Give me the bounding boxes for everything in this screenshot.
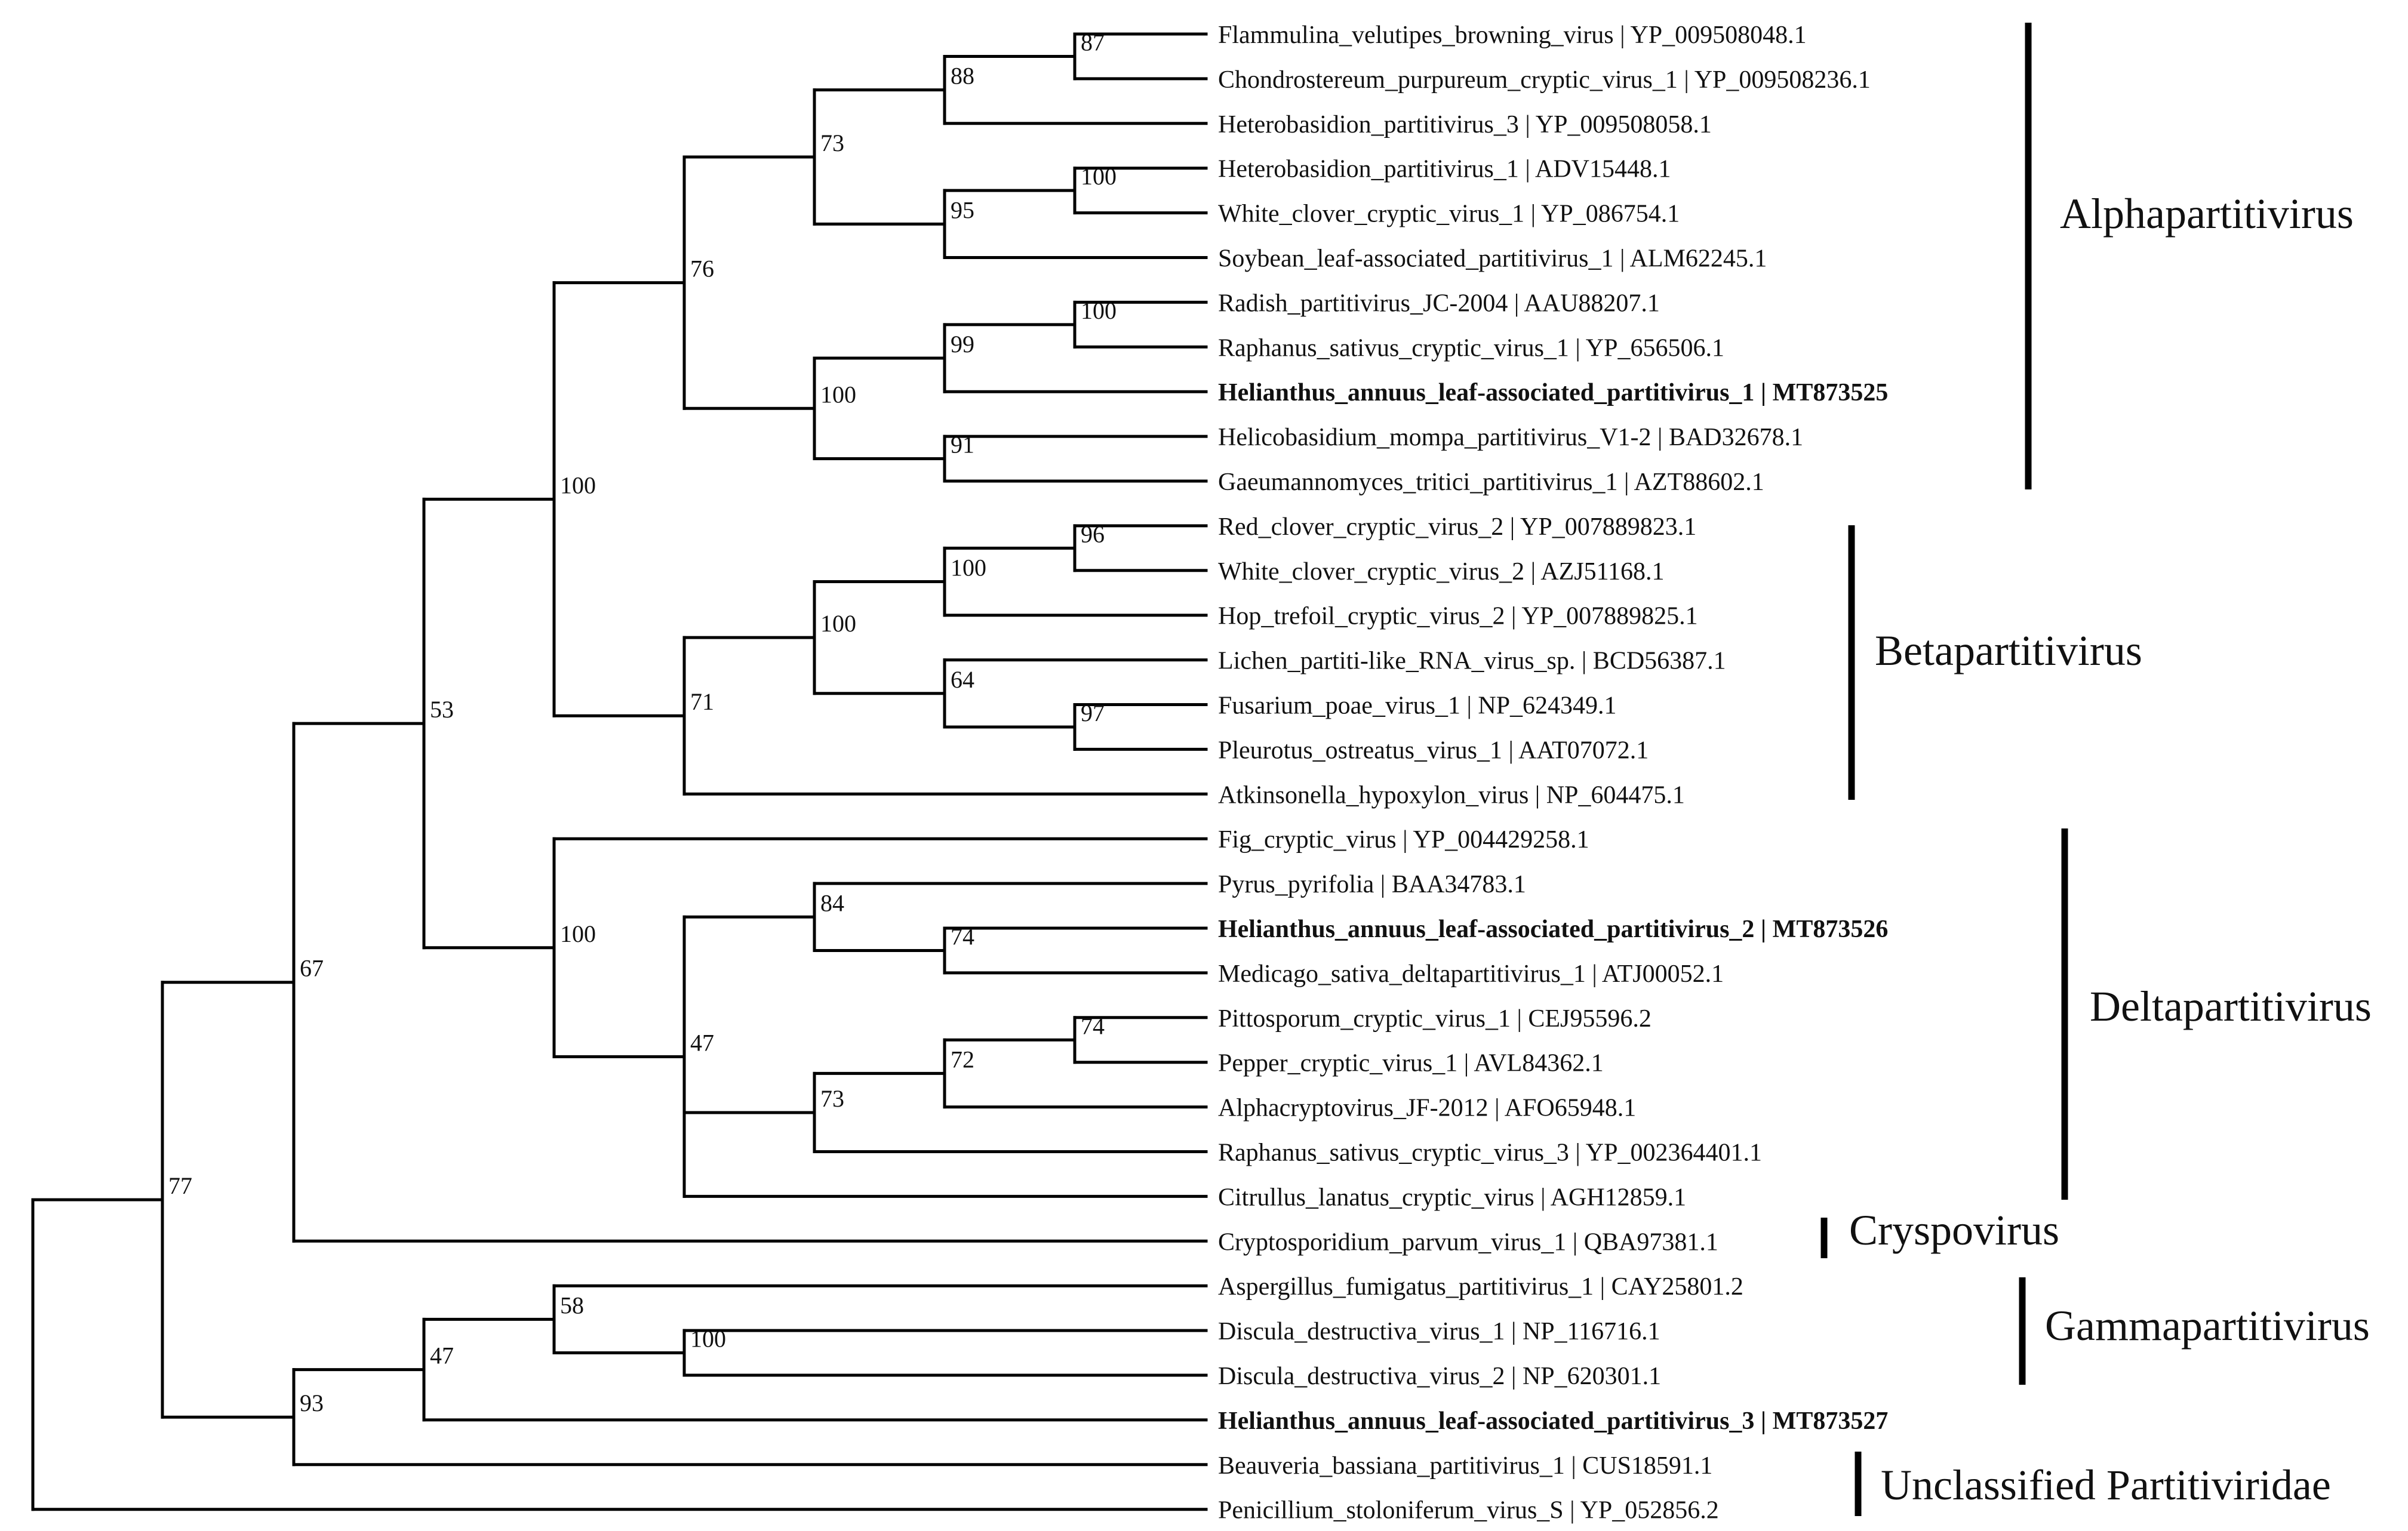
leaf-label: Pittosporum_cryptic_virus_1 | CEJ95596.2 (1218, 1005, 1652, 1033)
leaf-label: Helicobasidium_mompa_partitivirus_V1-2 |… (1218, 424, 1803, 451)
clade-label: Deltapartitivirus (2090, 982, 2372, 1030)
bootstrap-value: 99 (951, 331, 974, 358)
leaf-label: Radish_partitivirus_JC-2004 | AAU88207.1 (1218, 289, 1660, 317)
bootstrap-value: 100 (951, 555, 986, 581)
bootstrap-value: 97 (1081, 700, 1105, 726)
clade-label: Betapartitivirus (1875, 627, 2142, 674)
clade-annotations: Alphapartitivirus Betapartitivirus Deltapa… (1820, 23, 2372, 1516)
bootstrap-value: 53 (430, 696, 454, 723)
bootstrap-value: 72 (951, 1046, 974, 1073)
leaf-label: Atkinsonella_hypoxylon_virus | NP_604475… (1218, 781, 1685, 809)
bootstrap-value: 74 (1081, 1012, 1105, 1039)
bootstrap-value: 47 (690, 1029, 714, 1056)
leaf-label: Cryptosporidium_parvum_virus_1 | QBA9738… (1218, 1228, 1718, 1256)
clade-label: Gammapartitivirus (2045, 1302, 2370, 1350)
tree-branches (31, 32, 1208, 1511)
bootstrap-value: 100 (690, 1326, 726, 1353)
bootstrap-value: 58 (560, 1292, 584, 1319)
bootstrap-value: 88 (951, 63, 974, 90)
leaf-label: Fig_cryptic_virus | YP_004429258.1 (1218, 826, 1589, 854)
leaf-label: Helianthus_annuus_leaf-associated_partit… (1218, 916, 1888, 943)
leaf-label: White_clover_cryptic_virus_2 | AZJ51168.… (1218, 558, 1665, 586)
leaf-label: Heterobasidion_partitivirus_3 | YP_00950… (1218, 111, 1712, 138)
bootstrap-value: 77 (168, 1172, 192, 1199)
leaf-label: White_clover_cryptic_virus_1 | YP_086754… (1218, 201, 1680, 228)
leaf-label: Alphacryptovirus_JF-2012 | AFO65948.1 (1218, 1095, 1636, 1122)
bootstrap-value: 95 (951, 196, 974, 223)
clade-label: Cryspovirus (1849, 1206, 2059, 1254)
bootstrap-value: 100 (1081, 297, 1117, 324)
leaf-label: Gaeumannomyces_tritici_partitivirus_1 | … (1218, 469, 1764, 496)
bootstrap-value: 93 (300, 1390, 324, 1416)
bootstrap-value: 71 (690, 688, 714, 715)
leaf-label: Pleurotus_ostreatus_virus_1 | AAT07072.1 (1218, 737, 1649, 764)
leaf-label: Citrullus_lanatus_cryptic_virus | AGH128… (1218, 1184, 1686, 1211)
bootstrap-value: 100 (560, 472, 596, 498)
bootstrap-values: 87 88 100 95 73 100 99 91 100 76 96 100 97 64 100 71 100… (168, 29, 1117, 1416)
bootstrap-value: 47 (430, 1342, 454, 1369)
bootstrap-value: 67 (300, 955, 324, 982)
bootstrap-value: 96 (1081, 520, 1105, 547)
leaf-label: Pepper_cryptic_virus_1 | AVL84362.1 (1218, 1050, 1604, 1077)
leaf-label: Flammulina_velutipes_browning_virus | YP… (1218, 21, 1807, 49)
leaf-label: Helianthus_annuus_leaf-associated_partit… (1218, 1407, 1888, 1435)
leaf-label: Hop_trefoil_cryptic_virus_2 | YP_0078898… (1218, 603, 1698, 630)
bootstrap-value: 73 (820, 130, 844, 156)
leaf-label: Aspergillus_fumigatus_partitivirus_1 | C… (1218, 1273, 1743, 1301)
leaf-label: Helianthus_annuus_leaf-associated_partit… (1218, 379, 1888, 406)
leaf-label: Heterobasidion_partitivirus_1 | ADV15448… (1218, 156, 1671, 183)
leaf-label: Red_clover_cryptic_virus_2 | YP_00788982… (1218, 513, 1696, 541)
bootstrap-value: 73 (820, 1085, 844, 1112)
bootstrap-value: 91 (951, 432, 974, 458)
bootstrap-value: 87 (1081, 29, 1105, 56)
leaf-label: Lichen_partiti-like_RNA_virus_sp. | BCD5… (1218, 648, 1726, 675)
bootstrap-value: 76 (690, 255, 714, 282)
clade-label: Unclassified Partitiviridae (1881, 1461, 2331, 1509)
leaf-label: Pyrus_pyrifolia | BAA34783.1 (1218, 871, 1526, 898)
leaf-label: Raphanus_sativus_cryptic_virus_1 | YP_65… (1218, 334, 1724, 362)
leaf-label: Raphanus_sativus_cryptic_virus_3 | YP_00… (1218, 1139, 1762, 1167)
leaf-label: Soybean_leaf-associated_partitivirus_1 |… (1218, 245, 1767, 273)
bootstrap-value: 84 (820, 889, 844, 916)
bootstrap-value: 74 (951, 923, 974, 950)
bootstrap-value: 100 (560, 920, 596, 947)
leaf-label: Chondrostereum_purpureum_cryptic_virus_1… (1218, 66, 1871, 94)
bootstrap-value: 100 (1081, 163, 1117, 190)
leaf-label: Fusarium_poae_virus_1 | NP_624349.1 (1218, 692, 1617, 720)
leaf-label: Discula_destructiva_virus_2 | NP_620301.… (1218, 1363, 1661, 1390)
bootstrap-value: 100 (820, 610, 856, 637)
leaf-label: Penicillium_stoloniferum_virus_S | YP_05… (1218, 1497, 1719, 1524)
leaf-label: Medicago_sativa_deltapartitivirus_1 | AT… (1218, 960, 1724, 988)
leaf-label: Discula_destructiva_virus_1 | NP_116716.… (1218, 1318, 1660, 1345)
clade-label: Alphapartitivirus (2060, 190, 2354, 238)
bootstrap-value: 64 (951, 666, 974, 693)
leaf-label: Beauveria_bassiana_partitivirus_1 | CUS1… (1218, 1452, 1712, 1480)
bootstrap-value: 100 (820, 381, 856, 408)
leaf-labels: Flammulina_velutipes_browning_virus | YP… (1218, 21, 1888, 1524)
